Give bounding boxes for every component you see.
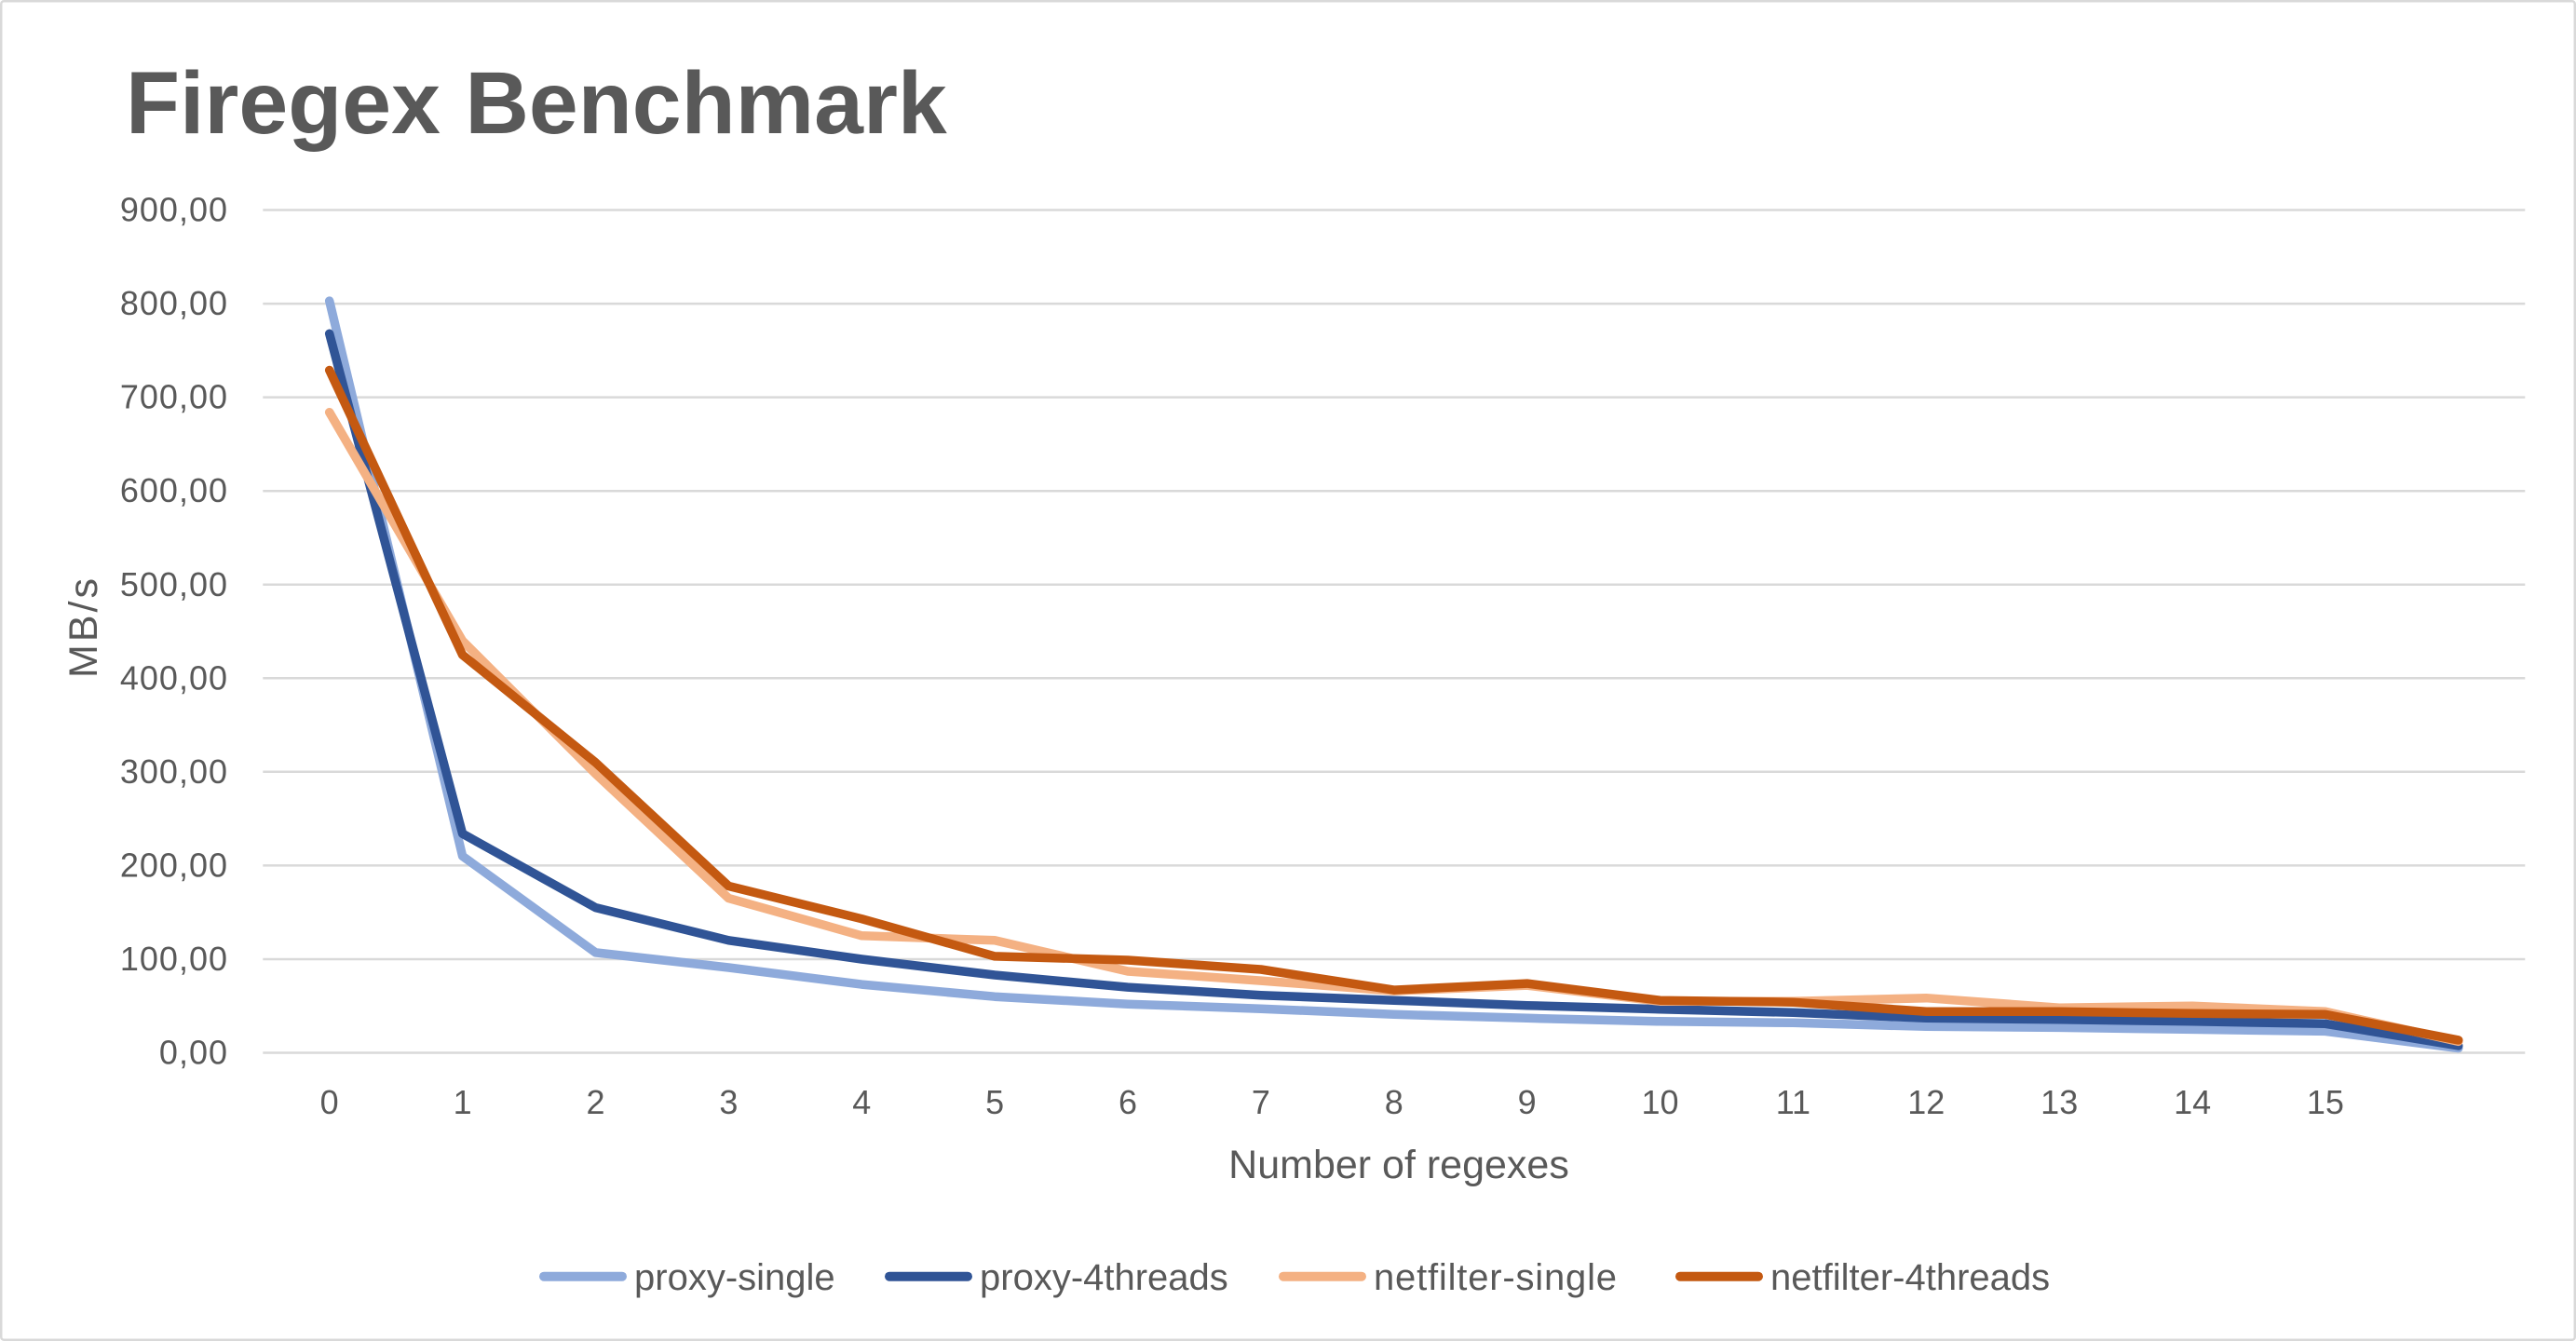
svg-text:14: 14 [2174,1083,2211,1121]
svg-text:800,00: 800,00 [120,284,228,322]
svg-text:Firegex Benchmark: Firegex Benchmark [126,54,947,153]
svg-text:200,00: 200,00 [120,846,228,884]
svg-text:500,00: 500,00 [120,565,228,603]
svg-text:300,00: 300,00 [120,752,228,791]
svg-text:11: 11 [1776,1083,1810,1121]
svg-text:4: 4 [852,1083,871,1121]
svg-text:900,00: 900,00 [120,191,228,229]
svg-text:5: 5 [985,1083,1004,1121]
svg-text:700,00: 700,00 [120,378,228,416]
svg-text:10: 10 [1641,1083,1678,1121]
svg-text:proxy-4threads: proxy-4threads [980,1257,1228,1298]
svg-text:proxy-single: proxy-single [634,1257,835,1298]
svg-text:100,00: 100,00 [120,940,228,978]
svg-text:12: 12 [1907,1083,1945,1121]
svg-text:MB/s: MB/s [61,576,106,678]
svg-text:6: 6 [1119,1083,1137,1121]
svg-text:0: 0 [320,1083,339,1121]
svg-text:1: 1 [454,1083,472,1121]
svg-text:netfilter-single: netfilter-single [1374,1257,1618,1298]
svg-text:9: 9 [1518,1083,1537,1121]
svg-text:netfilter-4threads: netfilter-4threads [1770,1257,2050,1298]
svg-text:2: 2 [586,1083,604,1121]
svg-text:0,00: 0,00 [159,1034,228,1072]
svg-text:8: 8 [1385,1083,1403,1121]
svg-text:Number of regexes: Number of regexes [1228,1143,1569,1187]
svg-text:15: 15 [2307,1083,2344,1121]
svg-text:13: 13 [2040,1083,2078,1121]
svg-text:600,00: 600,00 [120,471,228,509]
svg-text:7: 7 [1252,1083,1270,1121]
svg-text:3: 3 [719,1083,738,1121]
svg-text:400,00: 400,00 [120,658,228,697]
